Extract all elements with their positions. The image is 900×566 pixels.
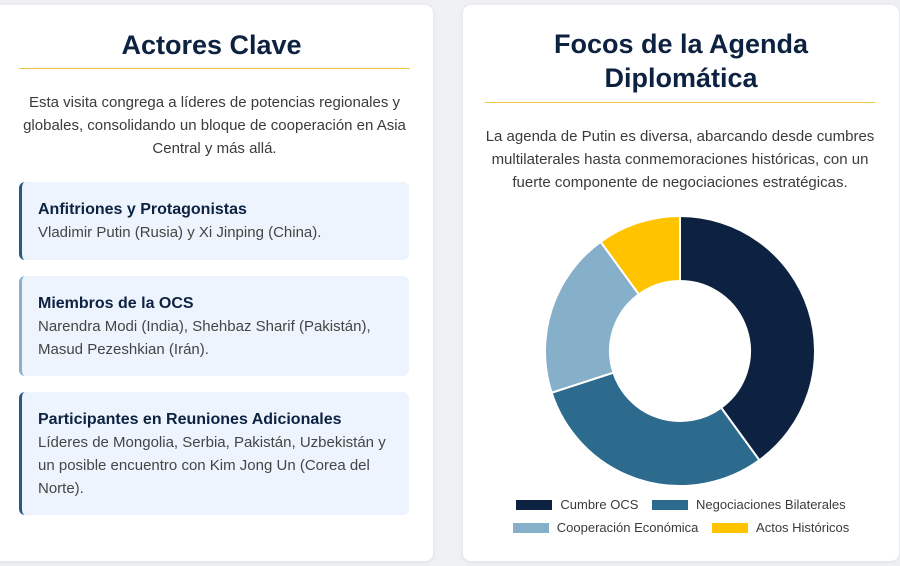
legend-item[interactable]: Actos Históricos bbox=[712, 520, 849, 535]
legend-label: Cooperación Económica bbox=[556, 520, 699, 535]
actor-title: Participantes en Reuniones Adicionales bbox=[38, 411, 342, 428]
slice-negociaciones-bilaterales[interactable] bbox=[550, 371, 761, 487]
legend-swatch bbox=[512, 522, 549, 533]
title-divider bbox=[485, 102, 875, 103]
chart-legend-row2: Cooperación Económica Actos Históricos bbox=[463, 520, 899, 536]
agenda-donut-chart bbox=[544, 215, 816, 487]
actor-box-hosts: Anfitriones y Protagonistas Vladimir Put… bbox=[19, 182, 409, 260]
legend-label: Actos Históricos bbox=[756, 520, 850, 535]
legend-label: Cumbre OCS bbox=[560, 497, 639, 512]
actor-box-additional-participants: Participantes en Reuniones Adicionales L… bbox=[19, 392, 409, 515]
chart-legend-row1: Cumbre OCS Negociaciones Bilaterales bbox=[463, 497, 899, 513]
agenda-title: Focos de la Agenda Diplomática bbox=[463, 27, 899, 95]
actor-title: Anfitriones y Protagonistas bbox=[38, 201, 247, 218]
legend-swatch bbox=[516, 499, 553, 510]
actor-title: Miembros de la OCS bbox=[38, 295, 194, 312]
legend-item[interactable]: Cumbre OCS bbox=[516, 497, 638, 512]
agenda-title-line2: Diplomática bbox=[604, 63, 758, 93]
slice-actos-historicos[interactable] bbox=[599, 215, 681, 296]
agenda-title-line1: Focos de la Agenda bbox=[553, 29, 809, 59]
legend-label: Negociaciones Bilaterales bbox=[696, 497, 846, 512]
legend-item[interactable]: Negociaciones Bilaterales bbox=[652, 497, 846, 512]
actor-box-sco-members: Miembros de la OCS Narendra Modi (India)… bbox=[19, 276, 409, 376]
legend-item[interactable]: Cooperación Económica bbox=[512, 520, 699, 535]
agenda-focus-card: Focos de la Agenda Diplomática La agenda… bbox=[463, 5, 899, 561]
slice-cooperacion-economica[interactable] bbox=[544, 240, 641, 394]
key-actors-title: Actores Clave bbox=[121, 30, 302, 60]
actor-text: Narendra Modi (India), Shehbaz Sharif (P… bbox=[38, 318, 371, 358]
key-actors-card: Actores Clave Esta visita congrega a líd… bbox=[0, 5, 433, 561]
actor-text: Líderes de Mongolia, Serbia, Pakistán, U… bbox=[38, 434, 386, 497]
title-divider bbox=[19, 68, 410, 69]
slice-cumbre-ocs[interactable] bbox=[679, 215, 816, 462]
actor-text: Vladimir Putin (Rusia) y Xi Jinping (Chi… bbox=[38, 224, 322, 241]
legend-swatch bbox=[712, 522, 749, 533]
agenda-intro: La agenda de Putin es diversa, abarcando… bbox=[485, 128, 875, 191]
legend-swatch bbox=[652, 499, 689, 510]
key-actors-intro: Esta visita congrega a líderes de potenc… bbox=[23, 94, 406, 157]
